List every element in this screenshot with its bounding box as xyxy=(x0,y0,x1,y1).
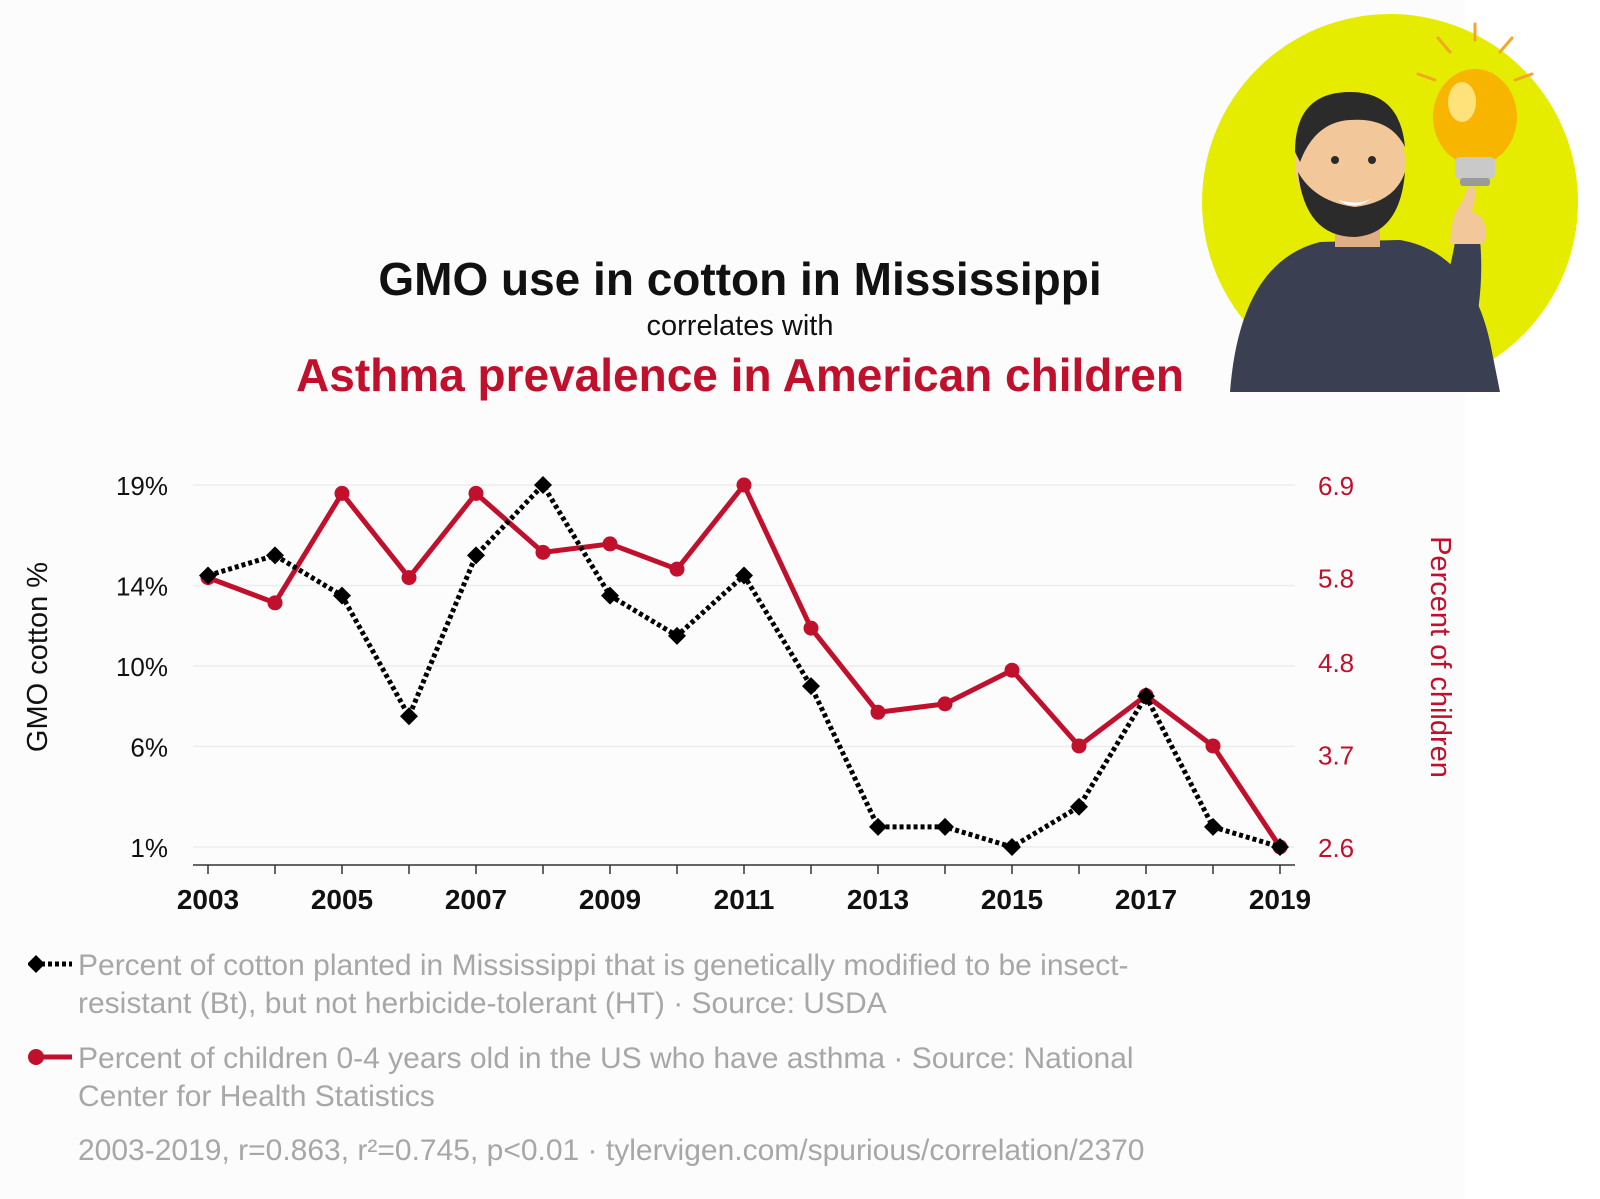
y-left-tick-label: 6% xyxy=(130,732,168,762)
x-tick-label: 2011 xyxy=(714,884,775,910)
gmo-cotton-point xyxy=(1204,817,1222,836)
y-left-axis-label: GMO cotton % xyxy=(22,562,54,752)
gmo-cotton-point xyxy=(467,546,485,565)
y-right-axis-label: Percent of children xyxy=(1424,536,1456,778)
asthma-point xyxy=(669,561,685,577)
gmo-cotton-point xyxy=(668,626,686,645)
x-tick-label: 2005 xyxy=(311,884,373,910)
gmo-cotton-point xyxy=(735,566,753,585)
gmo-cotton-point xyxy=(936,817,954,836)
x-tick-label: 2015 xyxy=(981,884,1043,910)
asthma-point xyxy=(267,595,283,611)
series-gmo-cotton xyxy=(199,476,1289,856)
asthma-point xyxy=(602,536,618,552)
asthma-point xyxy=(334,485,350,501)
asthma-point xyxy=(468,485,484,501)
y-left-tick-label: 14% xyxy=(116,572,168,602)
asthma-point xyxy=(1004,662,1020,678)
gmo-cotton-point xyxy=(802,677,820,696)
asthma-point xyxy=(870,704,886,720)
legend-swatch-solid-circle xyxy=(28,1049,72,1065)
gmo-cotton-point xyxy=(1003,838,1021,856)
title-block: GMO use in cotton in Mississippi correla… xyxy=(0,252,1480,403)
gmo-cotton-point xyxy=(601,586,619,605)
y-left-axis-ticks: 1% 6% 10% 14% 19% xyxy=(116,471,168,863)
asthma-point xyxy=(736,477,752,493)
y-right-tick-label: 3.7 xyxy=(1318,740,1354,770)
asthma-point xyxy=(1071,738,1087,754)
gmo-cotton-point xyxy=(1271,838,1289,856)
asthma-point xyxy=(1205,738,1221,754)
gmo-cotton-point xyxy=(1137,687,1155,706)
y-left-tick-label: 1% xyxy=(130,833,168,863)
gmo-cotton-point xyxy=(1070,797,1088,816)
legend-item-gmo-cotton: Percent of cotton planted in Mississippi… xyxy=(28,947,1168,1023)
asthma-point xyxy=(937,696,953,712)
x-tick-label: 2019 xyxy=(1249,884,1311,910)
gmo-cotton-point xyxy=(869,817,887,836)
x-tick-label: 2009 xyxy=(579,884,641,910)
gmo-cotton-point xyxy=(400,707,418,726)
legend-text-asthma: Percent of children 0-4 years old in the… xyxy=(78,1042,1134,1113)
legend-item-asthma: Percent of children 0-4 years old in the… xyxy=(28,1040,1168,1116)
chart-subtitle: Asthma prevalence in American children xyxy=(296,348,1184,401)
legend-text-gmo-cotton: Percent of cotton planted in Mississippi… xyxy=(78,949,1129,1020)
y-right-axis-ticks: 2.6 3.7 4.8 5.8 6.9 xyxy=(1318,471,1354,863)
chart: 2003 2005 2007 2009 2011 2013 2015 2017 2019 1% 6… xyxy=(22,471,1456,910)
asthma-point xyxy=(401,570,417,586)
connector-text: correlates with xyxy=(646,310,834,343)
asthma-point xyxy=(535,544,551,560)
x-tick-label: 2017 xyxy=(1115,884,1177,910)
x-axis-ticks: 2003 2005 2007 2009 2011 2013 2015 2017 2019 xyxy=(177,865,1311,910)
x-tick-label: 2007 xyxy=(445,884,507,910)
gmo-cotton-point xyxy=(534,476,552,494)
asthma-point xyxy=(803,620,819,636)
y-right-tick-label: 2.6 xyxy=(1318,833,1354,863)
y-right-tick-label: 4.8 xyxy=(1318,648,1354,678)
x-tick-label: 2003 xyxy=(177,884,239,910)
y-right-tick-label: 5.8 xyxy=(1318,564,1354,594)
gmo-cotton-point xyxy=(333,586,351,605)
legend-swatch-dotted-diamond xyxy=(28,955,72,973)
y-left-tick-label: 10% xyxy=(116,652,168,682)
y-right-tick-label: 6.9 xyxy=(1318,471,1354,501)
y-left-tick-label: 19% xyxy=(116,471,168,501)
gmo-cotton-point xyxy=(266,546,284,565)
idea-person-lightbulb-icon xyxy=(1202,14,1578,392)
gridlines xyxy=(193,484,1295,848)
x-tick-label: 2013 xyxy=(847,884,909,910)
chart-title: GMO use in cotton in Mississippi xyxy=(378,253,1102,305)
gmo-cotton-point xyxy=(199,566,217,585)
stats-footer: 2003-2019, r=0.863, r²=0.745, p<0.01 · t… xyxy=(78,1134,1145,1167)
